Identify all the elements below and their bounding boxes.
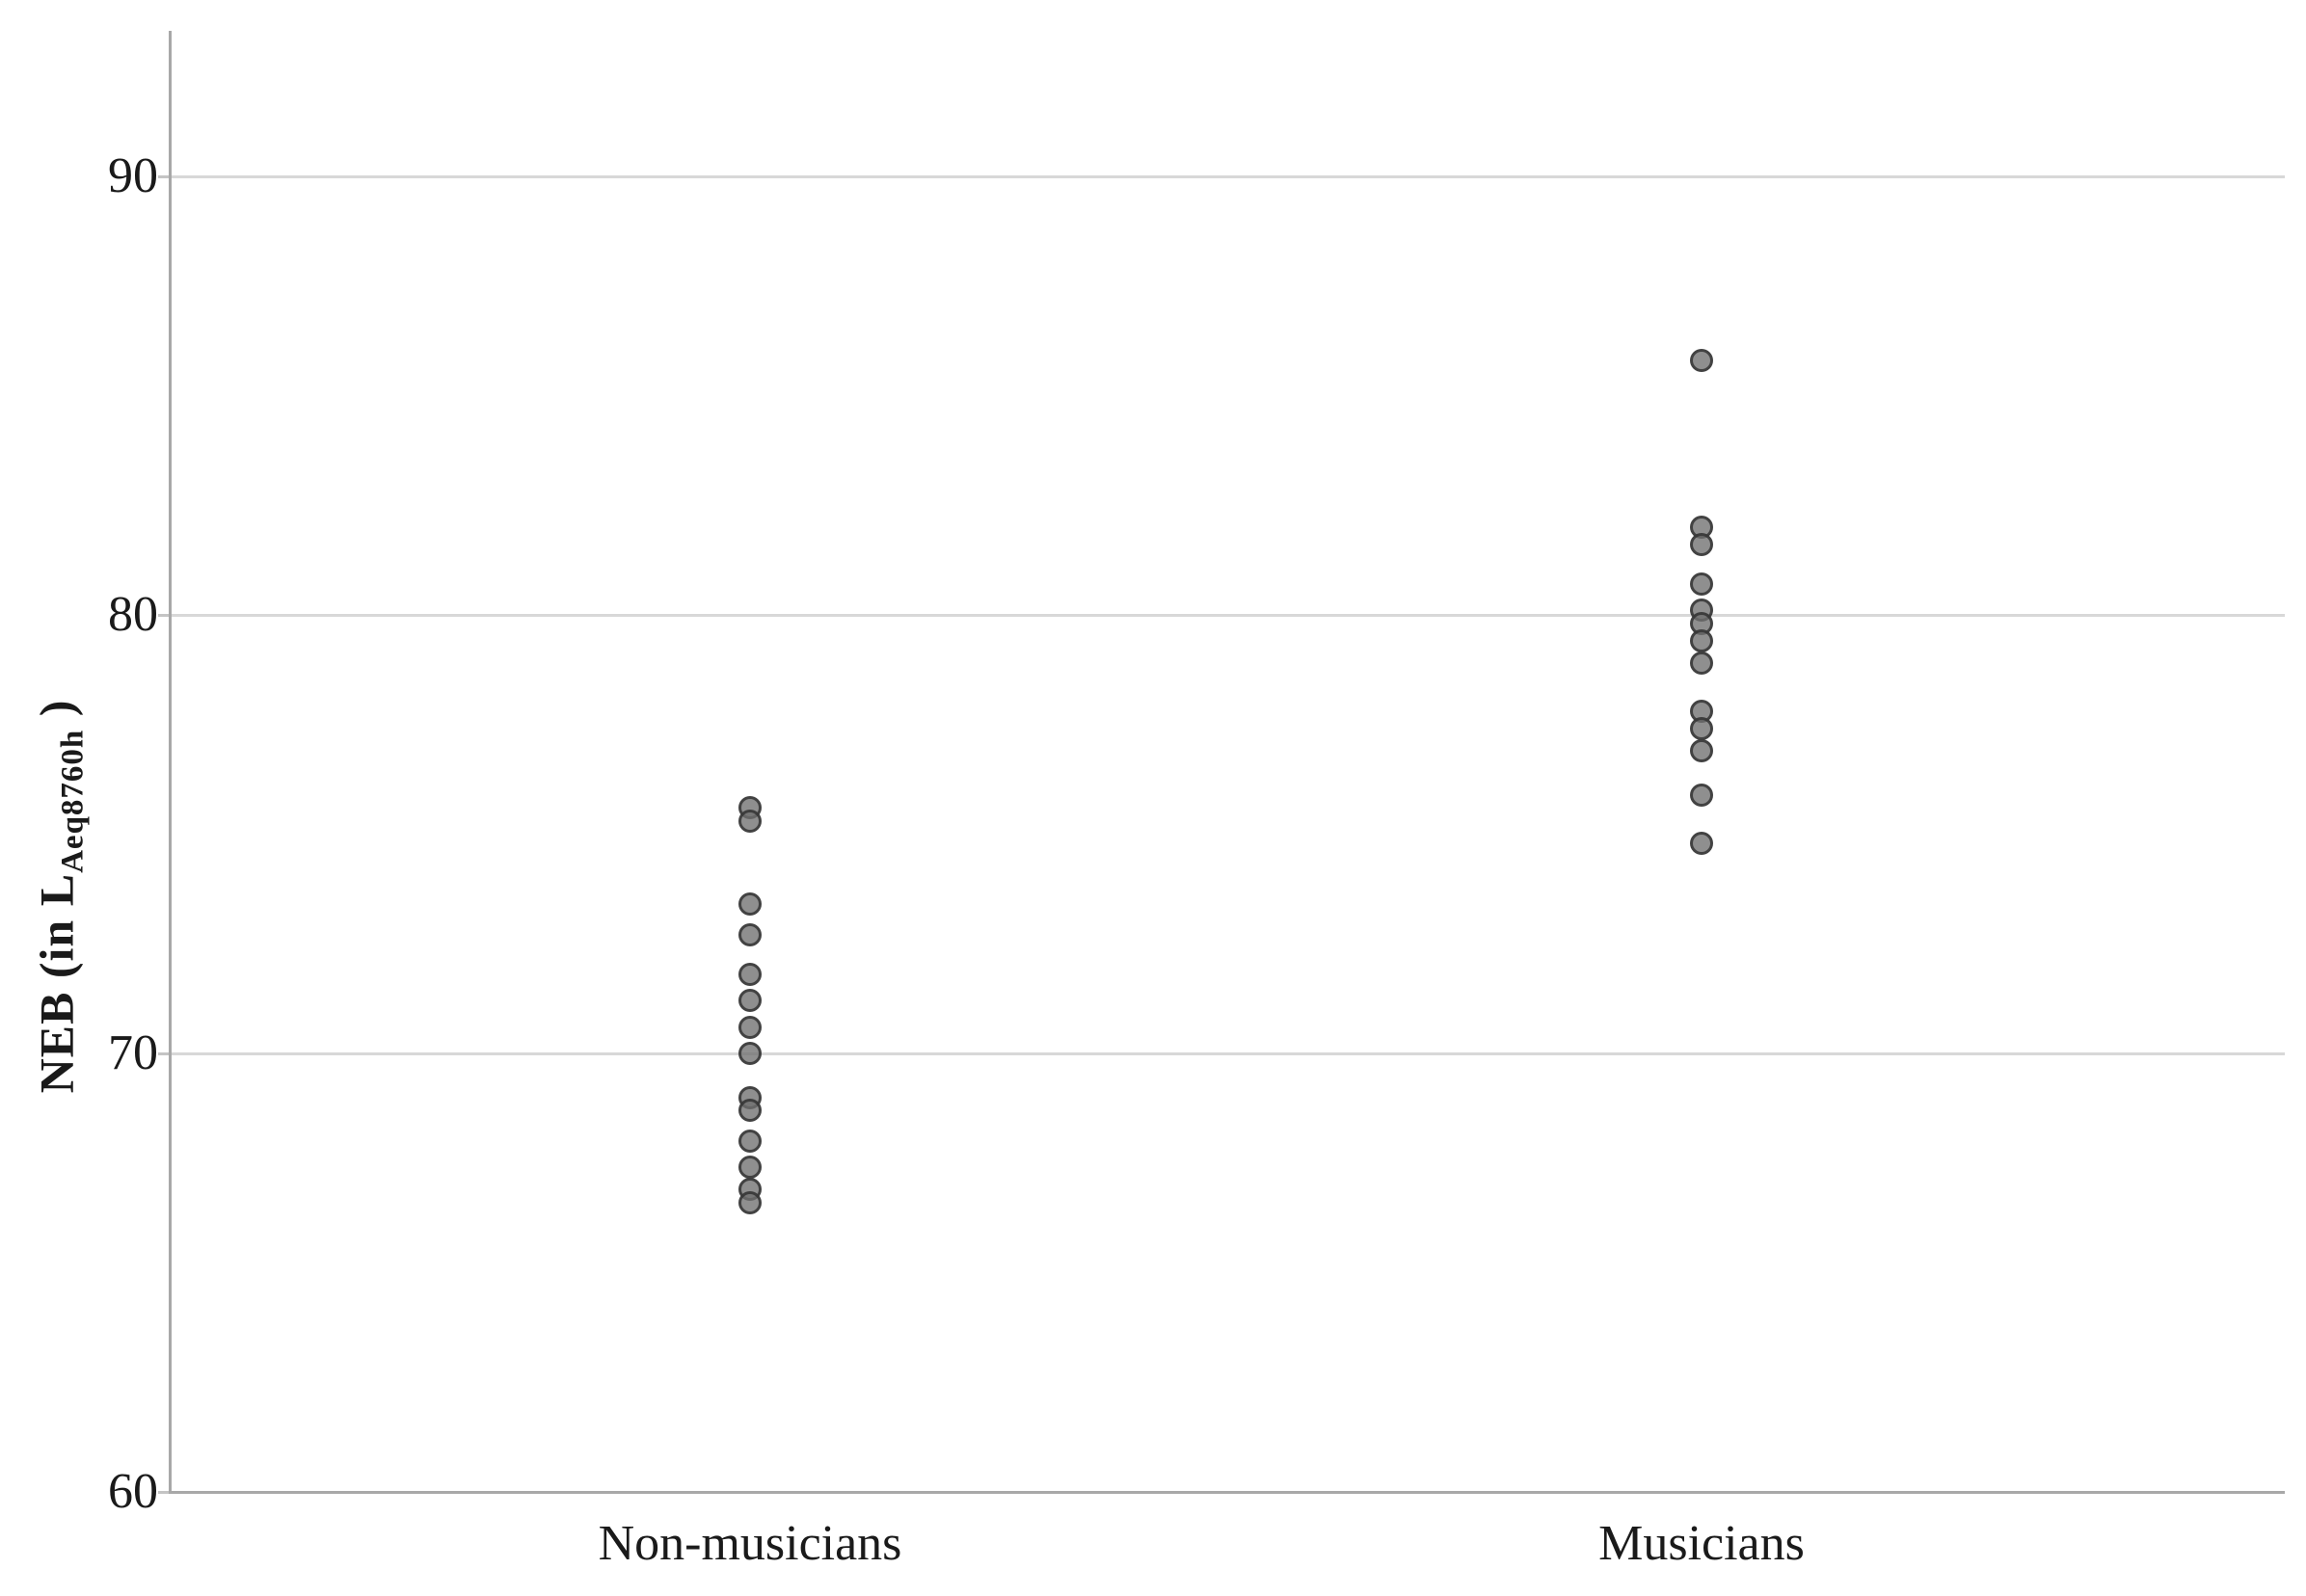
y-tick-label-70: 70 <box>108 1025 158 1080</box>
y-tick-80 <box>158 614 170 617</box>
y-tick-90 <box>158 175 170 178</box>
data-point <box>1690 739 1713 763</box>
data-point <box>738 963 762 987</box>
y-axis-line <box>169 31 172 1494</box>
data-point <box>1690 652 1713 676</box>
data-point <box>738 923 762 947</box>
gridline-70 <box>172 1052 2285 1055</box>
data-point <box>1690 717 1713 741</box>
data-point <box>738 809 762 833</box>
gridline-90 <box>172 175 2285 178</box>
data-point <box>1690 831 1713 855</box>
data-point <box>738 1042 762 1065</box>
data-point <box>738 1099 762 1123</box>
data-point <box>1690 783 1713 807</box>
data-point <box>1690 572 1713 597</box>
data-point <box>738 1156 762 1180</box>
y-tick-label-80: 80 <box>108 587 158 642</box>
x-category-label-musicians: Musicians <box>1598 1516 1805 1571</box>
x-axis-line <box>169 1491 2285 1494</box>
data-point <box>738 892 762 917</box>
y-tick-60 <box>158 1491 170 1494</box>
data-point <box>738 989 762 1013</box>
x-category-label-non-musicians: Non-musicians <box>598 1516 902 1571</box>
data-point <box>1690 629 1713 653</box>
y-tick-label-60: 60 <box>108 1464 158 1519</box>
data-point <box>738 1015 762 1039</box>
data-point <box>1690 349 1713 373</box>
y-tick-70 <box>158 1052 170 1055</box>
gridline-80 <box>172 614 2285 617</box>
data-point <box>738 1130 762 1153</box>
y-tick-label-90: 90 <box>108 148 158 203</box>
data-point <box>738 1190 762 1214</box>
data-point <box>1690 533 1713 557</box>
